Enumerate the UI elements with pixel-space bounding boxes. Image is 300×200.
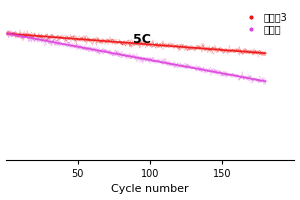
Text: 5C: 5C (133, 33, 151, 46)
X-axis label: Cycle number: Cycle number (111, 184, 189, 194)
Legend: 实施例3, 对比例: 实施例3, 对比例 (240, 10, 290, 36)
